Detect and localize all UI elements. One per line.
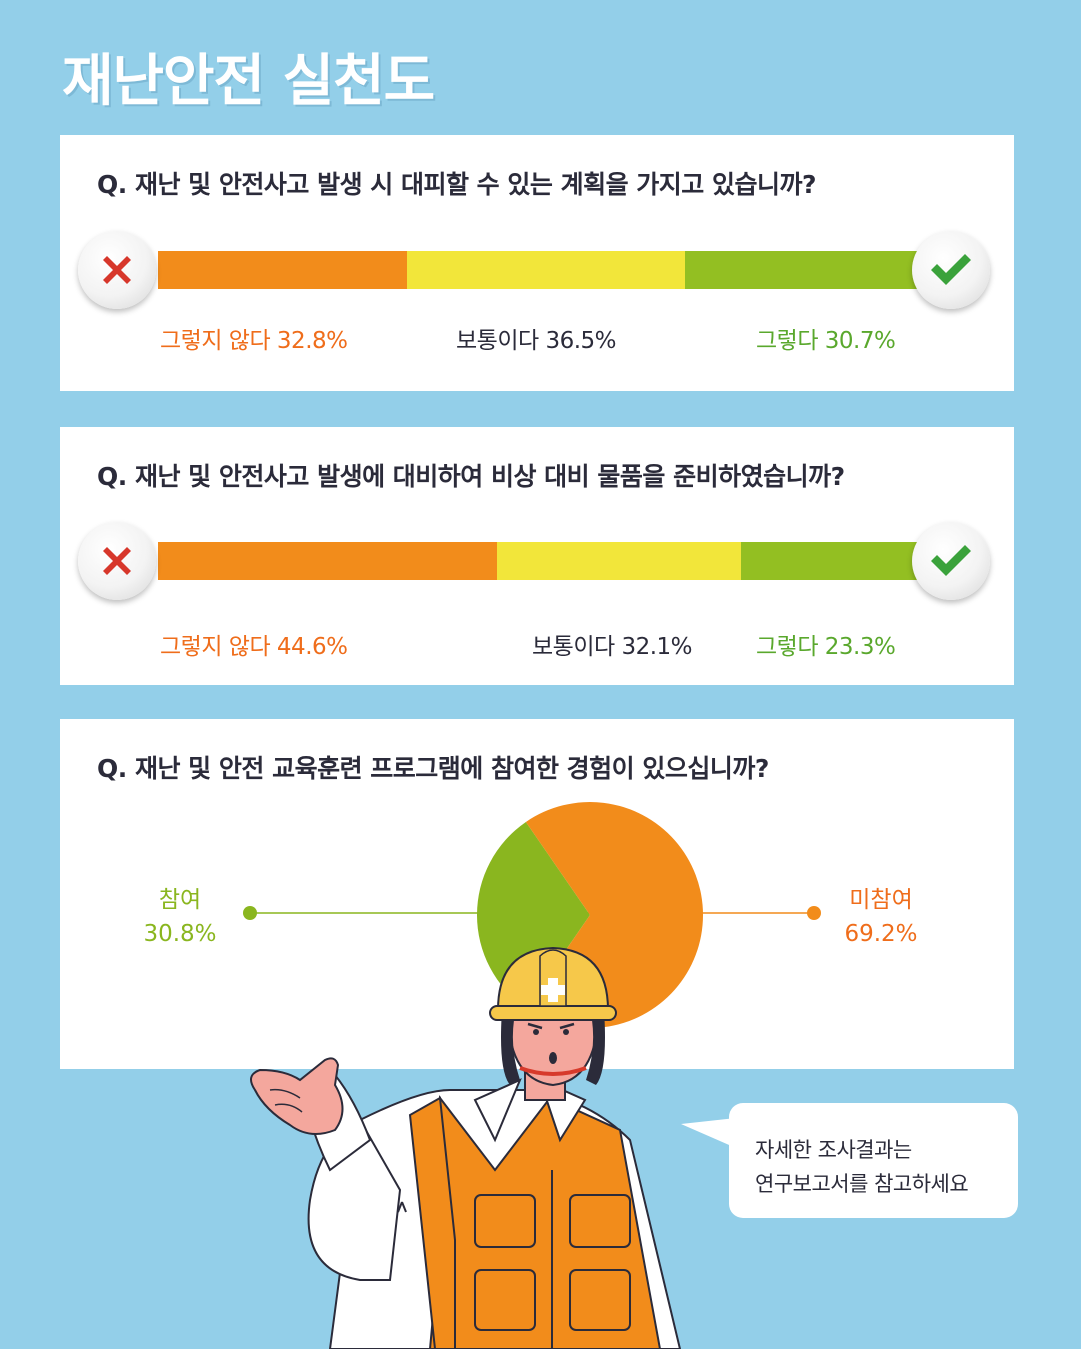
- x-icon: [78, 522, 156, 600]
- check-icon: [912, 522, 990, 600]
- question-text-1: Q. 재난 및 안전사고 발생 시 대피할 수 있는 계획을 가지고 있습니까?: [97, 170, 817, 199]
- check-icon: [912, 231, 990, 309]
- pie-label-not-participated-name: 미참여: [849, 887, 913, 913]
- label-mid-2: 보통이다 32.1%: [532, 634, 693, 660]
- stacked-bar-2: [158, 542, 918, 580]
- question-text-2: Q. 재난 및 안전사고 발생에 대비하여 비상 대비 물품을 준비하였습니까?: [97, 462, 845, 491]
- pie-label-participated: 참여 30.8%: [140, 883, 220, 951]
- speech-bubble-tail: [681, 1118, 736, 1148]
- pie-label-not-participated-value: 69.2%: [844, 921, 918, 947]
- pie-slice-participated: [477, 821, 590, 1009]
- question-card-1: Q. 재난 및 안전사고 발생 시 대피할 수 있는 계획을 가지고 있습니까?…: [60, 135, 1014, 391]
- label-yes-2: 그렇다 23.3%: [756, 634, 896, 660]
- vest-pocket: [474, 1194, 536, 1248]
- pie-label-participated-name: 참여: [158, 887, 202, 913]
- bar-segment-no: [158, 251, 408, 289]
- pie-leader-dot-orange: [807, 906, 821, 920]
- speech-bubble-line-2: 연구보고서를 참고하세요: [755, 1172, 969, 1196]
- question-text-3: Q. 재난 및 안전 교육훈련 프로그램에 참여한 경험이 있으십니까?: [97, 754, 769, 783]
- bar-segment-no: [158, 542, 497, 580]
- bar-segment-yes: [740, 542, 918, 580]
- speech-bubble: 자세한 조사결과는 연구보고서를 참고하세요: [729, 1103, 1018, 1218]
- vest-pocket: [474, 1269, 536, 1331]
- pie-label-not-participated: 미참여 69.2%: [836, 883, 926, 951]
- bar-segment-mid: [407, 251, 685, 289]
- bar-segment-yes: [684, 251, 918, 289]
- x-icon: [78, 231, 156, 309]
- bar-segment-mid: [496, 542, 741, 580]
- label-no-1: 그렇지 않다 32.8%: [160, 328, 348, 354]
- page-title: 재난안전 실천도: [62, 49, 435, 114]
- vest-pocket: [569, 1194, 631, 1248]
- stacked-bar-1: [158, 251, 918, 289]
- safety-helmet-icon: [489, 946, 617, 1021]
- pie-label-participated-value: 30.8%: [143, 921, 217, 947]
- speech-bubble-line-1: 자세한 조사결과는: [755, 1138, 912, 1162]
- vest-pocket: [569, 1269, 631, 1331]
- pie-leader-dot-green: [243, 906, 257, 920]
- label-no-2: 그렇지 않다 44.6%: [160, 634, 348, 660]
- label-mid-1: 보통이다 36.5%: [456, 328, 617, 354]
- label-yes-1: 그렇다 30.7%: [756, 328, 896, 354]
- question-card-2: Q. 재난 및 안전사고 발생에 대비하여 비상 대비 물품을 준비하였습니까?…: [60, 427, 1014, 685]
- safety-worker-illustration: [250, 946, 682, 1349]
